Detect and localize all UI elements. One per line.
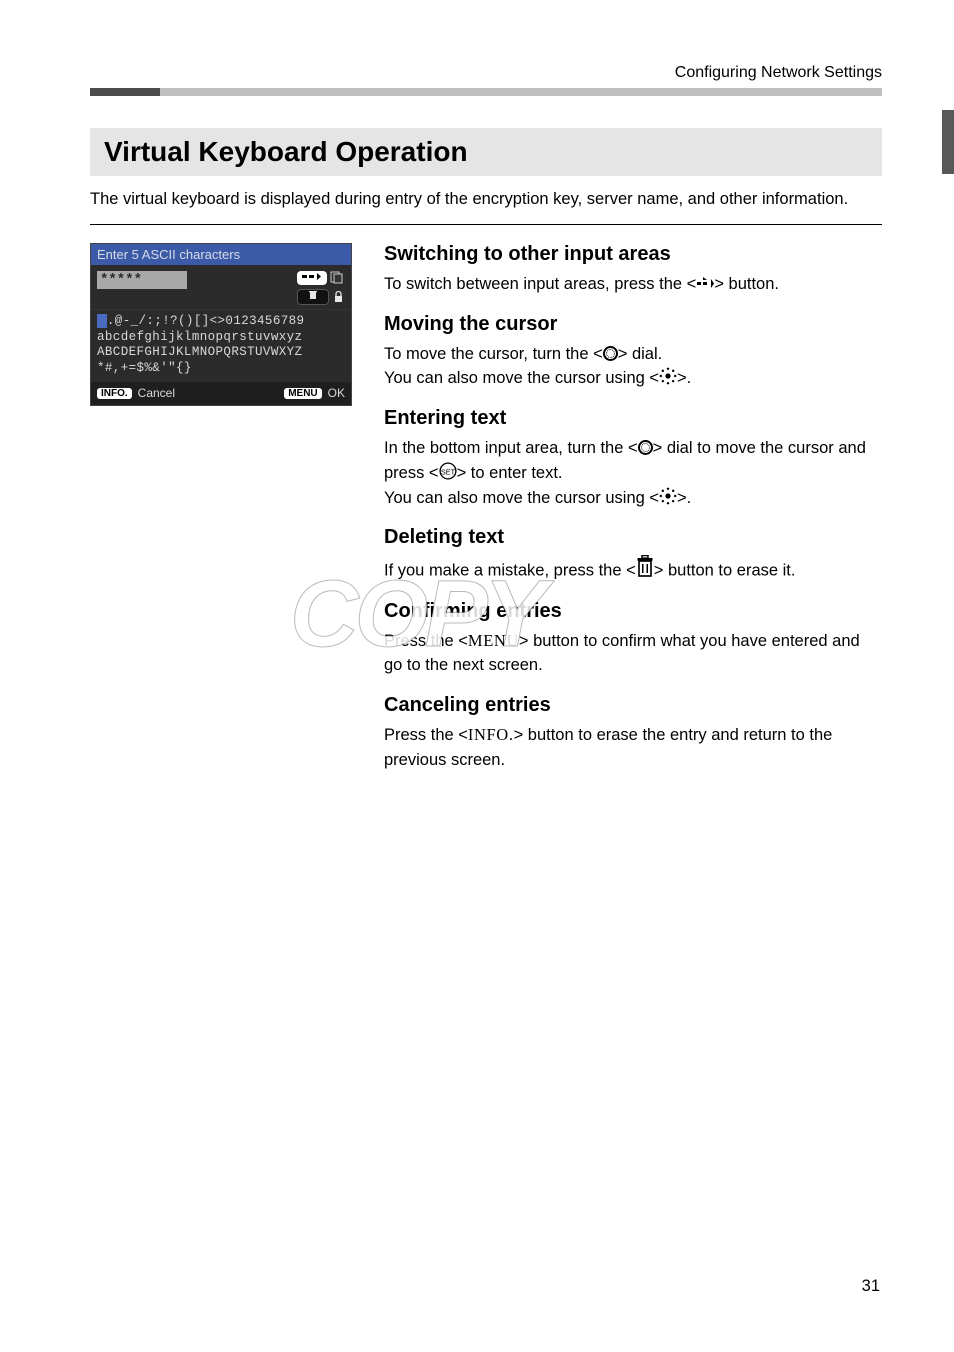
info-button-label: INFO. bbox=[468, 725, 514, 744]
vk-foot-menu-pill: MENU bbox=[284, 388, 321, 399]
running-head: Configuring Network Settings bbox=[90, 64, 882, 82]
heading-canceling: Canceling entries bbox=[384, 694, 882, 717]
para-deleting: If you make a mistake, press the <> butt… bbox=[384, 555, 882, 583]
multi-controller-icon bbox=[659, 367, 677, 382]
para-switching: To switch between input areas, press the… bbox=[384, 272, 882, 297]
para-moving-2: You can also move the cursor using <>. bbox=[384, 366, 882, 391]
vk-titlebar: Enter 5 ASCII characters bbox=[91, 244, 351, 265]
heading-confirming: Confirming entries bbox=[384, 600, 882, 623]
vk-lock-icon bbox=[332, 290, 345, 303]
vk-foot-cancel: Cancel bbox=[138, 386, 175, 400]
para-canceling: Press the <INFO.> button to erase the en… bbox=[384, 723, 882, 773]
trash-icon bbox=[636, 555, 654, 570]
para-entering-1: In the bottom input area, turn the <> di… bbox=[384, 436, 882, 486]
head-rule bbox=[90, 88, 882, 96]
section-title-wrap: Virtual Keyboard Operation bbox=[90, 128, 882, 176]
svg-text:SET: SET bbox=[440, 467, 455, 476]
menu-button-label: MENU bbox=[468, 631, 519, 650]
vk-foot-ok: OK bbox=[328, 386, 345, 400]
vk-mode-delete-icon bbox=[297, 289, 329, 305]
vk-mode-input-icon bbox=[297, 271, 327, 285]
virtual-keyboard-screenshot: Enter 5 ASCII characters ***** bbox=[90, 243, 352, 407]
section-title: Virtual Keyboard Operation bbox=[104, 136, 868, 168]
mode-switch-icon bbox=[696, 274, 714, 289]
dial-icon bbox=[603, 346, 618, 361]
para-confirming: Press the <MENU> button to confirm what … bbox=[384, 629, 882, 679]
para-entering-2: You can also move the cursor using <>. bbox=[384, 486, 882, 511]
heading-deleting: Deleting text bbox=[384, 526, 882, 549]
divider-rule bbox=[90, 224, 882, 225]
side-tab bbox=[942, 110, 954, 174]
set-button-icon: SET bbox=[439, 462, 457, 477]
dial-icon bbox=[638, 440, 653, 455]
heading-entering: Entering text bbox=[384, 407, 882, 430]
page-number: 31 bbox=[862, 1277, 880, 1296]
heading-switching: Switching to other input areas bbox=[384, 243, 882, 266]
vk-doc-switch-icon bbox=[330, 271, 343, 284]
intro-text: The virtual keyboard is displayed during… bbox=[90, 188, 882, 212]
vk-character-grid: .@-_/:;!?()[]<>0123456789 abcdefghijklmn… bbox=[91, 310, 351, 383]
para-moving-1: To move the cursor, turn the <> dial. bbox=[384, 342, 882, 367]
heading-moving: Moving the cursor bbox=[384, 313, 882, 336]
vk-input-field: ***** bbox=[97, 271, 187, 289]
multi-controller-icon bbox=[659, 487, 677, 502]
vk-foot-info-pill: INFO. bbox=[97, 388, 132, 399]
